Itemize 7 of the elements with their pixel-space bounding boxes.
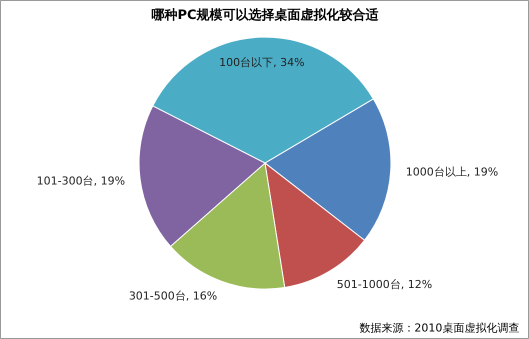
- slice-label: 301-500台, 16%: [128, 289, 218, 302]
- chart-title: 哪种PC规模可以选择桌面虚拟化较合适: [151, 7, 380, 24]
- slice-label: 501-1000台, 12%: [336, 278, 432, 292]
- slice-label: 1000台以上, 19%: [406, 165, 498, 178]
- slice-label: 100台以下, 34%: [219, 56, 305, 69]
- slice-label: 101-300台, 19%: [36, 174, 126, 188]
- source-note: 数据来源：2010桌面虚拟化调查: [359, 322, 520, 335]
